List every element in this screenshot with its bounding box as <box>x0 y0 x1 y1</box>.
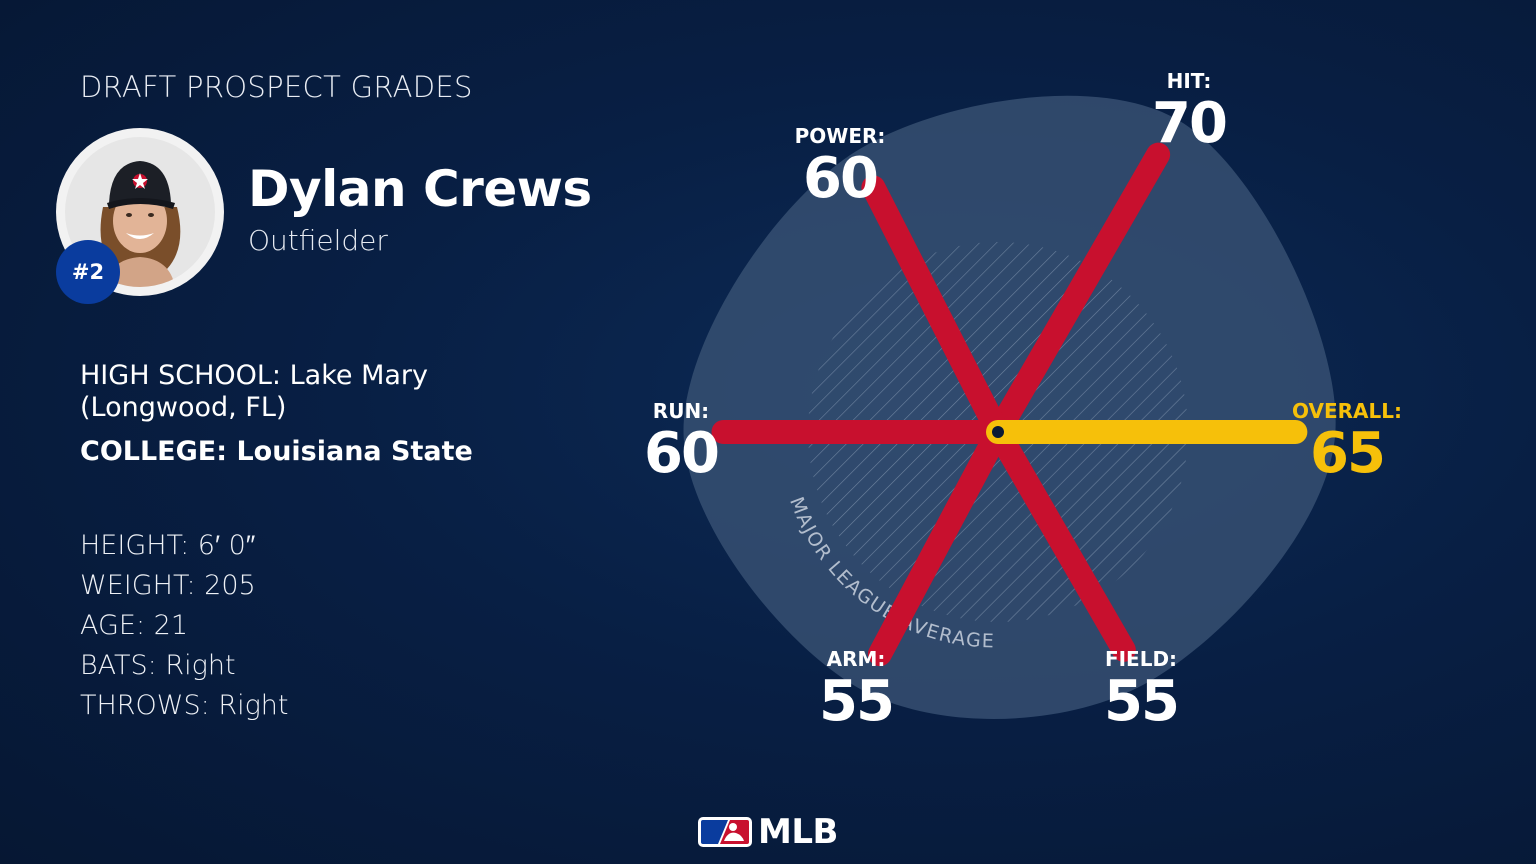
grade-labels: HIT:70POWER:60RUN:60ARM:55FIELD:55OVERAL… <box>644 69 1402 734</box>
mlb-logo: MLB <box>698 812 838 852</box>
axis-value-hit: 70 <box>1152 91 1226 156</box>
spoke-arm <box>867 420 1010 667</box>
stat-weight: WEIGHT: 205 <box>80 570 256 601</box>
axis-value-field: 55 <box>1104 669 1178 734</box>
spoke-field <box>986 420 1136 662</box>
axis-value-power: 60 <box>803 146 877 211</box>
spoke-power <box>861 175 1010 444</box>
axis-value-run: 60 <box>644 421 718 486</box>
axis-value-arm: 55 <box>819 669 893 734</box>
stat-bats: BATS: Right <box>80 650 236 681</box>
player-avatar: #2 <box>56 128 224 304</box>
player-position: Outfielder <box>248 224 388 257</box>
college-line: COLLEGE: Louisiana State <box>80 436 540 468</box>
school-info: HIGH SCHOOL: Lake Mary (Longwood, FL) CO… <box>80 360 540 468</box>
college-label: COLLEGE: <box>80 436 228 467</box>
axis-label-field: FIELD: <box>1105 647 1177 671</box>
stat-age: AGE: 21 <box>80 610 189 641</box>
college-value: Louisiana State <box>236 436 473 467</box>
axis-label-power: POWER: <box>795 124 886 148</box>
high-school-line: HIGH SCHOOL: Lake Mary (Longwood, FL) <box>80 360 540 424</box>
player-photo <box>65 137 215 287</box>
grade-spokes <box>711 142 1308 667</box>
mlb-logo-icon <box>698 817 752 847</box>
axis-label-run: RUN: <box>653 399 709 423</box>
axis-label-overall: OVERALL: <box>1292 399 1402 423</box>
player-stats: HEIGHT: 6′ 0″ WEIGHT: 205 AGE: 21 BATS: … <box>80 526 289 726</box>
rank-badge: #2 <box>56 240 120 304</box>
stat-throws: THROWS: Right <box>80 690 289 721</box>
player-name: Dylan Crews <box>248 160 592 218</box>
avatar-frame <box>56 128 224 296</box>
high-school-label: HIGH SCHOOL: <box>80 360 282 391</box>
mlb-logo-text: MLB <box>758 812 838 852</box>
axis-value-overall: 65 <box>1310 421 1384 486</box>
axis-label-hit: HIT: <box>1167 69 1212 93</box>
spoke-hit <box>986 142 1171 444</box>
stat-height: HEIGHT: 6′ 0″ <box>80 530 256 561</box>
high-school-value: Lake Mary (Longwood, FL) <box>80 360 428 423</box>
axis-label-arm: ARM: <box>827 647 886 671</box>
page-title: DRAFT PROSPECT GRADES <box>80 70 473 104</box>
